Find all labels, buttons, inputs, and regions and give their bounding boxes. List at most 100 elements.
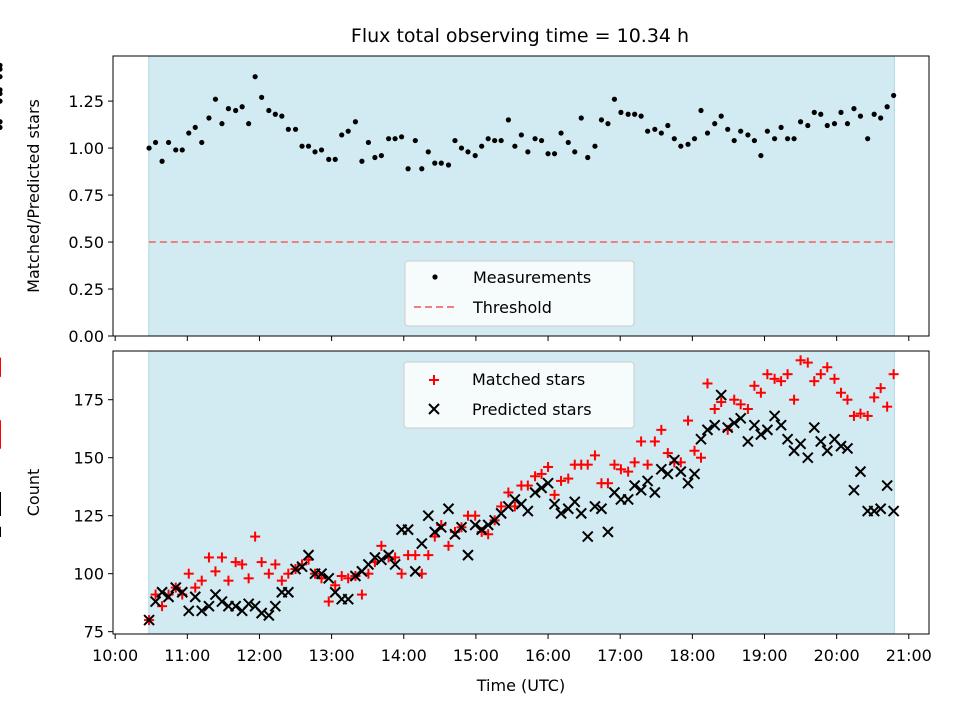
legend-matched-marker: [429, 375, 439, 385]
predicted-star-point-b: [442, 503, 455, 515]
predicted-star-point: [535, 482, 548, 494]
measurement-point: [152, 139, 159, 146]
measurement-point: [432, 160, 438, 166]
ratio-y-ticks: 0.00 0.25 0.50 0.75 1.00 1.25: [68, 92, 113, 346]
predicted-star-point-b: [768, 410, 781, 422]
measurement-point: [472, 152, 478, 159]
matched-star-point: [609, 459, 620, 470]
matched-star-point: [503, 487, 514, 498]
predicted-star-point-b: [701, 424, 714, 436]
matched-star-point: [410, 550, 421, 561]
measurement-point: [266, 107, 272, 114]
measurement-point: [479, 143, 485, 149]
predicted-star-point-b: [668, 454, 681, 466]
predicted-star-point-b: [176, 586, 188, 598]
matched-star-point: [343, 573, 354, 584]
predicted-star-point-b: [203, 600, 215, 612]
measurement-point: [212, 96, 219, 102]
predicted-star-point-b: [515, 498, 528, 510]
matched-star-point: [496, 501, 507, 512]
matched-star-point: [623, 466, 634, 477]
predicted-star-point: [203, 600, 215, 612]
predicted-star-point: [315, 567, 328, 580]
matched-star-point: [376, 540, 387, 551]
x-tick-label: 21:00: [886, 646, 932, 665]
predicted-star-point-b: [781, 433, 794, 445]
matched-star-point: [888, 369, 899, 380]
measurement-point: [538, 137, 545, 144]
predicted-star-point: [302, 549, 315, 561]
measurement-point: [578, 115, 584, 121]
predicted-star-point-b: [854, 465, 867, 478]
predicted-star-point-b: [675, 465, 687, 478]
predicted-star-point: [382, 549, 395, 561]
predicted-star-point-b: [535, 482, 548, 494]
predicted-star-point-b: [709, 419, 721, 431]
measurement-point: [645, 128, 651, 134]
legend-threshold-label: Threshold: [472, 298, 552, 317]
matched-star-point: [589, 450, 600, 461]
predicted-star-point: [709, 419, 721, 431]
counts-y-ticks: 75 100 125 150 175: [73, 391, 113, 642]
predicted-star-point: [635, 484, 647, 496]
y-tick-label: 150: [73, 449, 104, 468]
predicted-star-point-b: [315, 567, 328, 580]
predicted-star-point-b: [748, 419, 761, 431]
ratio-y-axis-label: Matched/Predicted stars: [24, 99, 43, 293]
predicted-star-point: [675, 465, 687, 478]
matched-star-point: [875, 383, 886, 394]
measurement-point: [398, 134, 405, 140]
predicted-star-point-b: [848, 484, 860, 496]
measurement-point: [545, 151, 551, 157]
measurement-point: [272, 111, 278, 117]
predicted-star-point-b: [416, 537, 428, 550]
predicted-star-point-b: [555, 507, 567, 520]
measurement-point: [259, 94, 265, 100]
predicted-star-point: [170, 581, 182, 594]
measurement-point: [492, 137, 498, 144]
matched-star-point: [336, 571, 347, 582]
predicted-star-point: [422, 509, 434, 522]
predicted-star-point: [196, 605, 208, 617]
measurement-point: [146, 145, 152, 151]
predicted-star-point-b: [296, 561, 308, 573]
predicted-star-point-b: [323, 572, 335, 585]
measurement-point: [632, 111, 638, 117]
measurement-point: [378, 152, 384, 159]
predicted-star-point-b: [582, 530, 594, 543]
predicted-star-point: [868, 505, 880, 517]
predicted-star-point: [216, 595, 228, 608]
predicted-star-point-b: [821, 445, 833, 457]
measurement-point: [764, 128, 770, 134]
predicted-star-point: [701, 424, 714, 436]
matched-star-point: [869, 392, 880, 403]
measurement-point: [186, 130, 192, 136]
matched-star-point: [835, 387, 846, 398]
measurement-point: [412, 137, 418, 144]
measurement-point: [165, 139, 172, 146]
measurement-point: [712, 121, 718, 127]
predicted-star-point: [688, 468, 701, 480]
predicted-star-point: [575, 507, 587, 520]
matched-star-point: [522, 480, 533, 491]
matched-star-point: [795, 355, 806, 366]
predicted-star-point-b: [409, 565, 422, 578]
chart-title: Flux total observing time = 10.34 h: [351, 25, 689, 47]
matched-star-point: [582, 459, 593, 470]
counts-axes-frame: [112, 350, 930, 635]
measurement-point: [246, 121, 252, 127]
predicted-star-point: [602, 526, 614, 538]
predicted-star-point-b: [382, 549, 395, 561]
predicted-star-point: [369, 551, 381, 564]
y-tick-label: 0.75: [68, 186, 104, 205]
matched-star-point: [809, 376, 820, 387]
predicted-star-point: [589, 500, 601, 513]
measurement-point: [671, 136, 677, 142]
predicted-star-point: [794, 438, 807, 450]
predicted-star-point: [761, 424, 774, 436]
predicted-star-point-b: [369, 551, 381, 564]
measurement-point: [365, 139, 372, 146]
predicted-star-point-b: [469, 519, 481, 531]
predicted-star-point-b: [628, 479, 641, 492]
y-tick-label: 1.00: [68, 139, 104, 158]
